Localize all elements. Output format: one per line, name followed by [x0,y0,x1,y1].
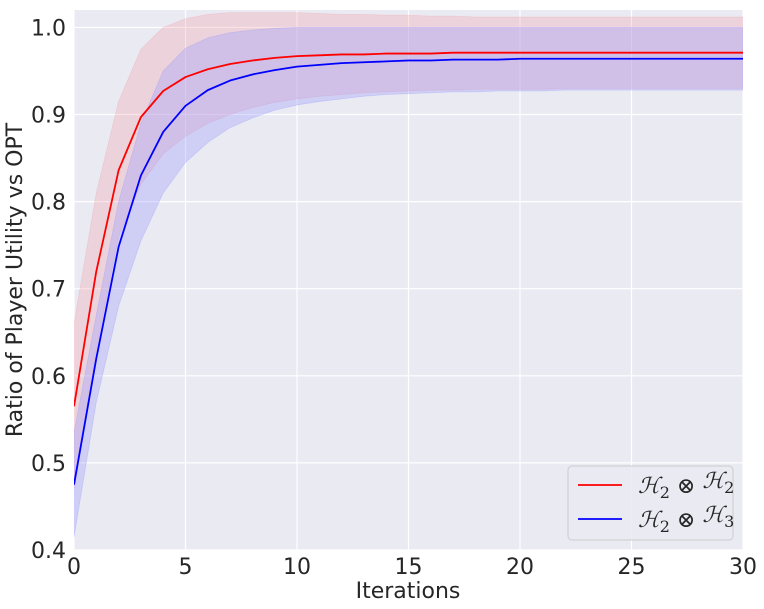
x-tick-label: 10 [283,555,311,580]
series-2-line [74,57,743,485]
grid [73,10,744,551]
y-tick-label: 1.0 [31,16,66,41]
legend-label-1: ℋ2 ⊗ ℋ2 [638,469,734,502]
series-1-line [74,51,743,407]
y-tick-label: 0.6 [31,365,66,390]
confidence-bands [74,12,743,538]
y-tick-label: 0.7 [31,278,66,303]
y-axis-label: Ratio of Player Utility vs OPT [3,122,28,437]
y-tick-label: 0.5 [31,452,66,477]
x-axis-label: Iterations [356,579,461,604]
series-lines [74,51,743,485]
y-tick-label: 0.8 [31,191,66,216]
x-tick-label: 25 [618,555,646,580]
x-tick-label: 15 [395,555,423,580]
tick-labels: 0 5 10 15 20 25 30 0.4 0.5 0.6 0.7 0.8 0.9 1.0 [31,16,757,580]
y-tick-label: 0.9 [31,104,66,129]
series-2-band [74,27,743,538]
x-tick-label: 0 [67,555,81,580]
x-tick-label: 30 [729,555,757,580]
x-tick-label: 5 [179,555,193,580]
legend-label-2: ℋ2 ⊗ ℋ3 [638,503,734,536]
y-tick-label: 0.4 [31,539,66,564]
x-tick-label: 20 [506,555,534,580]
series-1-band [74,12,743,490]
